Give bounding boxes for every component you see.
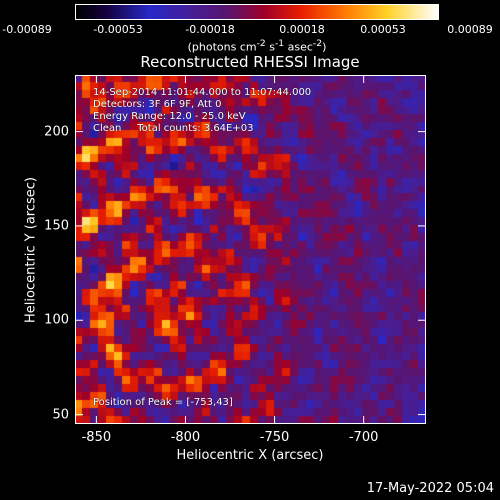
peak-position-annotation: Position of Peak = [-753,43] — [93, 397, 233, 408]
x-tick-label: -750 — [259, 430, 290, 445]
y-tick-label: 100 — [44, 312, 69, 328]
plot-area: 14-Sep-2014 11:01:44.000 to 11:07:44.000… — [75, 75, 426, 424]
plot-border — [75, 75, 426, 424]
time-range-annotation: 14-Sep-2014 11:01:44.000 to 11:07:44.000 — [93, 87, 312, 98]
colorbar — [75, 4, 439, 20]
clean-counts-annotation: Clean Total counts: 3.64E+03 — [93, 123, 254, 134]
colorbar-gradient — [76, 5, 438, 19]
y-tick-label: 150 — [44, 218, 69, 234]
detectors-annotation: Detectors: 3F 6F 9F, Att 0 — [93, 99, 222, 110]
x-tick-label: -800 — [170, 430, 201, 445]
x-axis-label: Heliocentric X (arcsec) — [176, 448, 324, 463]
colorbar-units-label: (photons cm-2 s-1 asec-2) — [187, 38, 327, 54]
y-tick-label: 50 — [52, 407, 69, 423]
plot-axes-frame — [75, 75, 426, 424]
x-tick-label: -850 — [81, 430, 112, 445]
colorbar-tick-label: 0.00053 — [360, 23, 406, 36]
chart-title: Reconstructed RHESSI Image — [140, 53, 360, 71]
heatmap-image — [75, 75, 426, 424]
energy-range-annotation: Energy Range: 12.0 - 25.0 keV — [93, 111, 246, 122]
colorbar-tick-label: -0.00053 — [93, 23, 143, 36]
colorbar-tick-label: -0.00018 — [185, 23, 235, 36]
colorbar-tick-label: 0.00089 — [447, 23, 493, 36]
y-axis-label: Heliocentric Y (arcsec) — [23, 177, 39, 323]
colorbar-tick-label: -0.00089 — [2, 23, 52, 36]
colorbar-tick-label: 0.00018 — [279, 23, 325, 36]
footer-timestamp: 17-May-2022 05:04 — [366, 481, 494, 496]
y-tick-label: 200 — [44, 124, 69, 140]
x-tick-label: -700 — [348, 430, 379, 445]
